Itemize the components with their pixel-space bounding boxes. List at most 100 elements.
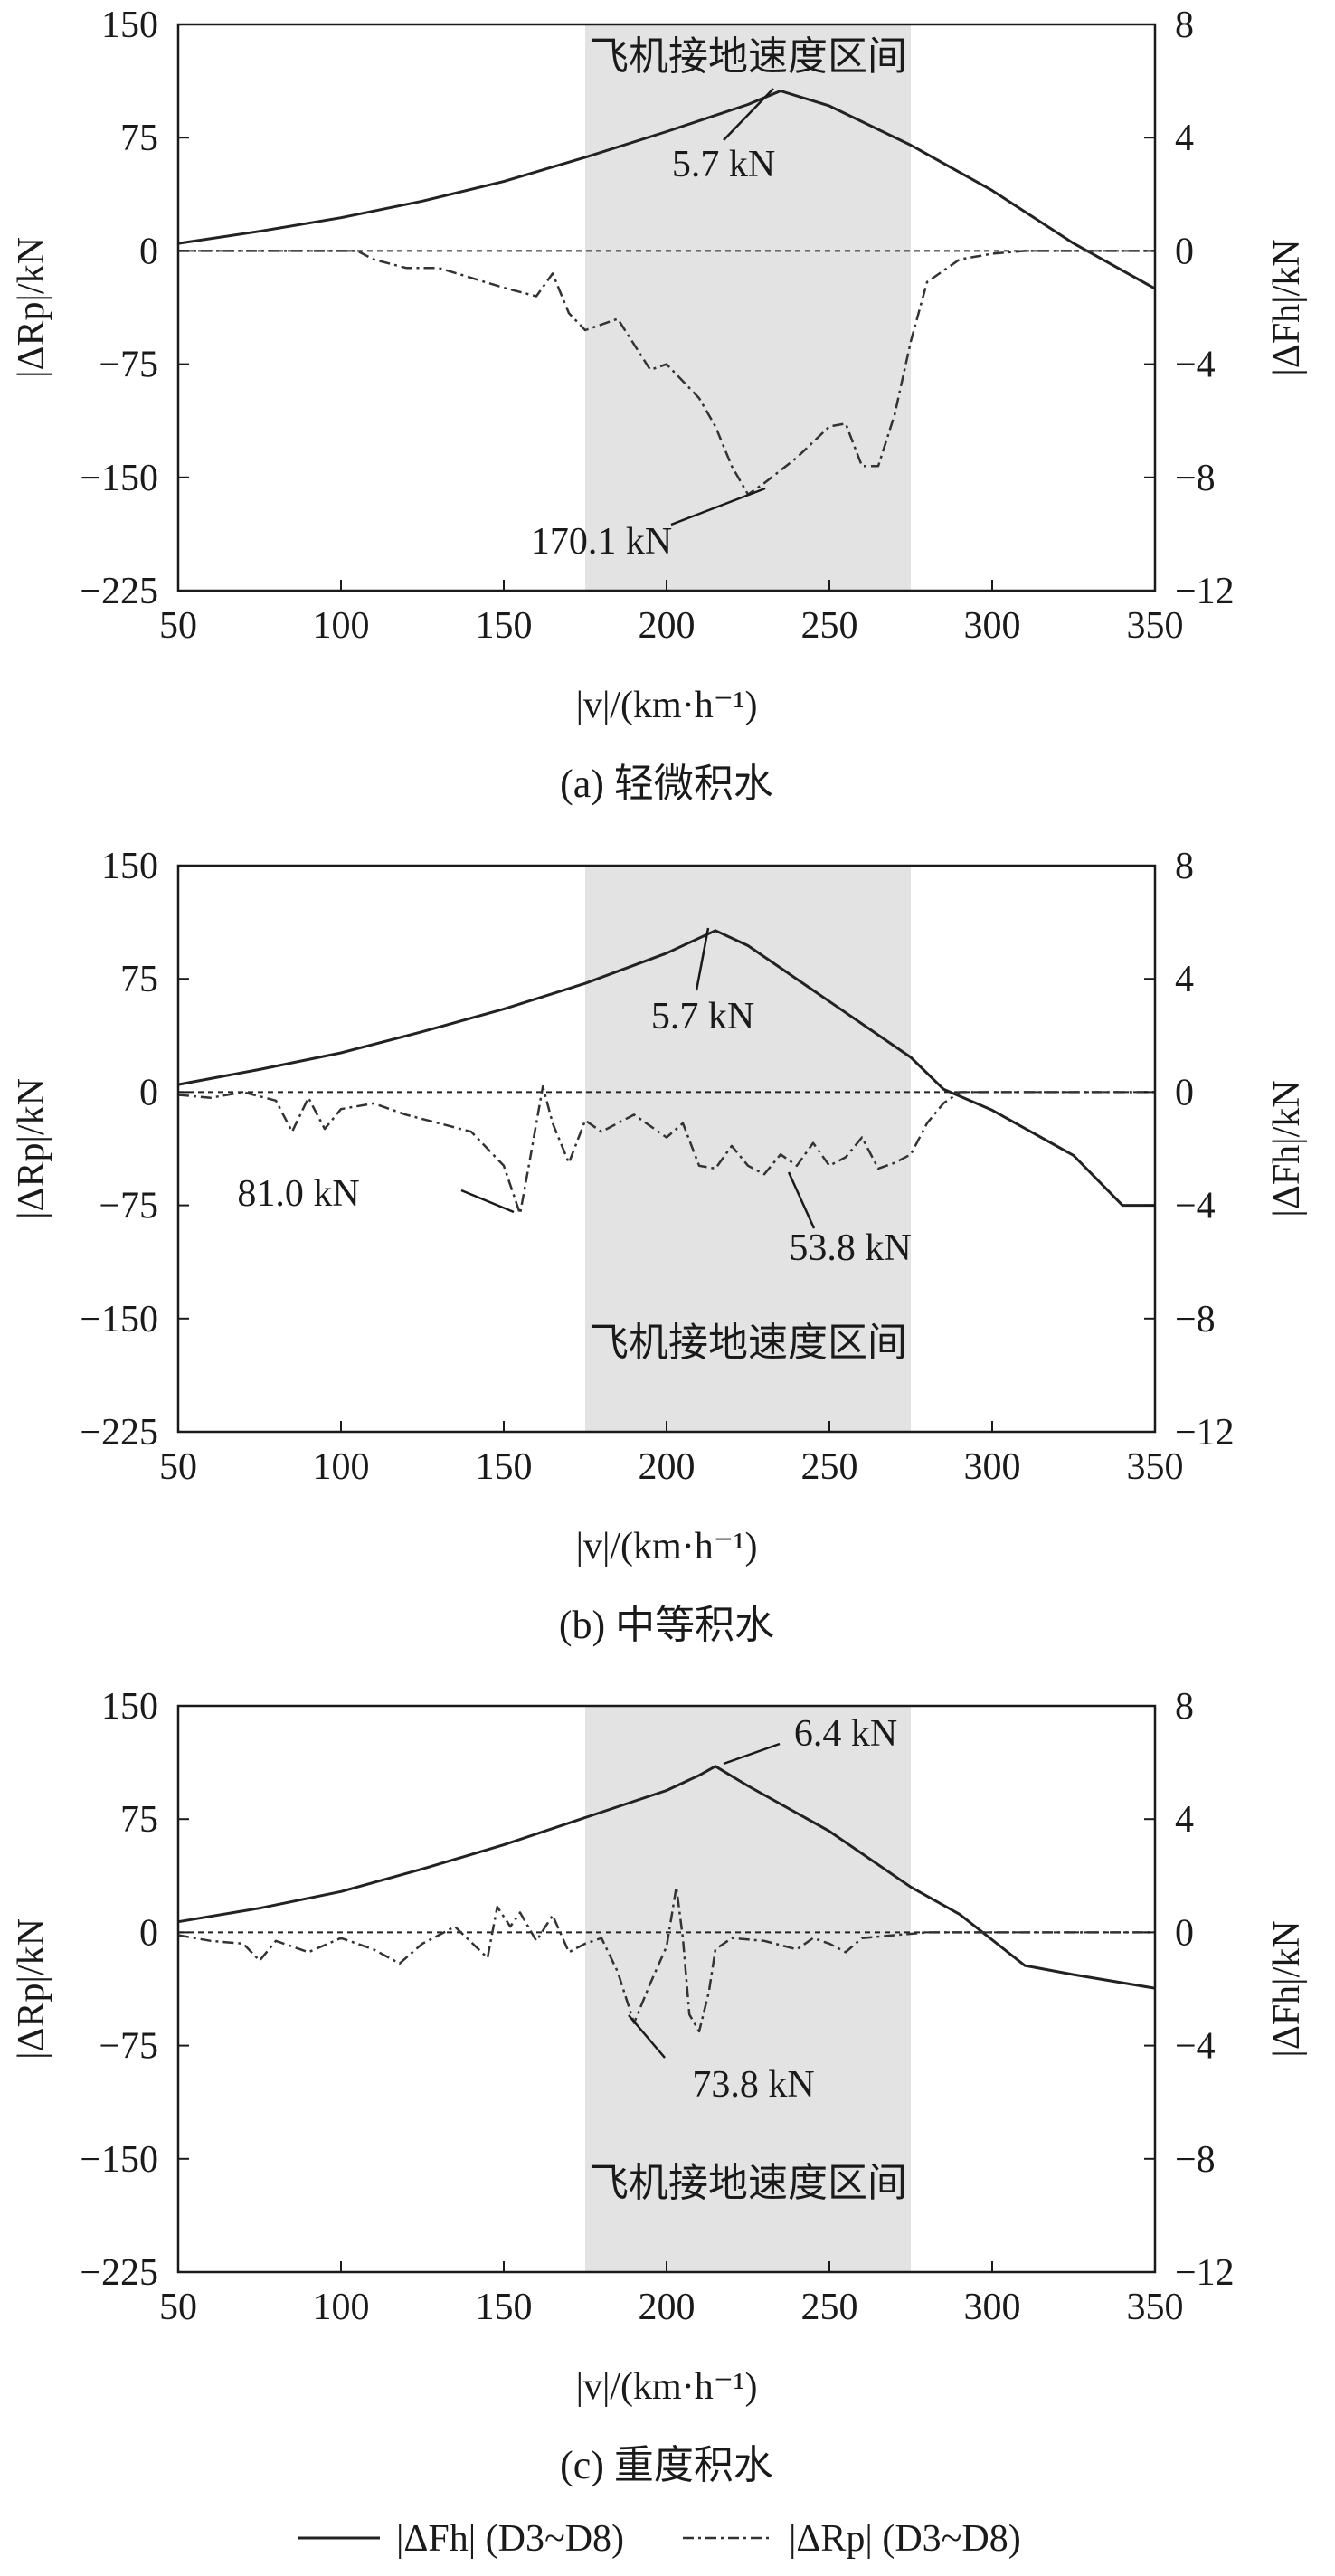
y-right-tick-label: −4 bbox=[1175, 345, 1216, 386]
annotation-leader bbox=[670, 487, 766, 526]
y-right-label: |ΔFh|/kN bbox=[1266, 1920, 1308, 2057]
chart-panel: 50 100 150 200 250 300 350 150 75 0 −75 −150 −225 8 4 0… bbox=[11, 1686, 1308, 2487]
x-tick-label: 200 bbox=[639, 2287, 696, 2328]
y-left-tick-label: 75 bbox=[120, 1799, 158, 1841]
y-right-tick-label: 4 bbox=[1175, 959, 1194, 1000]
panel-caption: (b) 中等积水 bbox=[559, 1603, 774, 1647]
y-left-tick-label: −225 bbox=[80, 2252, 158, 2294]
y-right-tick-label: 4 bbox=[1175, 118, 1194, 159]
x-tick-label: 300 bbox=[964, 1446, 1021, 1488]
x-tick-label: 150 bbox=[476, 1446, 533, 1488]
annotation-leader bbox=[787, 1171, 816, 1229]
y-right-tick-label: −4 bbox=[1175, 2026, 1216, 2068]
panel-caption: (c) 重度积水 bbox=[560, 2443, 773, 2487]
x-axis-label: |v|/(km·h⁻¹) bbox=[576, 1526, 758, 1567]
annotation-label: 170.1 kN bbox=[531, 521, 672, 563]
annotation-label: 73.8 kN bbox=[692, 2064, 814, 2106]
y-right-label: |ΔFh|/kN bbox=[1266, 239, 1308, 375]
y-left-tick-label: −150 bbox=[80, 458, 158, 499]
y-right-tick-label: −4 bbox=[1175, 1186, 1216, 1227]
y-right-tick-label: 4 bbox=[1175, 1799, 1194, 1841]
x-tick-label: 250 bbox=[801, 2287, 858, 2328]
x-tick-label: 200 bbox=[639, 605, 696, 647]
x-axis-label: |v|/(km·h⁻¹) bbox=[576, 2366, 758, 2408]
x-axis-label: |v|/(km·h⁻¹) bbox=[576, 685, 758, 726]
y-right-tick-label: 0 bbox=[1175, 1912, 1194, 1954]
series-fh-line bbox=[177, 1765, 1156, 1990]
x-tick-label: 100 bbox=[313, 605, 370, 647]
annotation-label: 6.4 kN bbox=[794, 1713, 897, 1755]
x-tick-label: 350 bbox=[1127, 605, 1184, 647]
x-tick-label: 50 bbox=[159, 2287, 197, 2328]
x-tick-label: 350 bbox=[1127, 2287, 1184, 2328]
y-right-tick-label: −12 bbox=[1175, 1412, 1235, 1454]
x-tick-label: 50 bbox=[159, 1446, 197, 1488]
chart-panel: 50 100 150 200 250 300 350 150 75 0 −75 −150 −225 8 4 0… bbox=[11, 846, 1308, 1647]
x-tick-label: 250 bbox=[801, 605, 858, 647]
x-tick-label: 250 bbox=[801, 1446, 858, 1488]
chart-panel: 50 100 150 200 250 300 350 150 75 0 −75 −150 −225 8 4 0… bbox=[11, 5, 1308, 806]
y-left-tick-label: 150 bbox=[101, 5, 158, 46]
y-left-tick-label: −75 bbox=[99, 1186, 158, 1227]
series-rp-line bbox=[177, 1886, 1155, 2033]
y-right-tick-label: 0 bbox=[1175, 1072, 1194, 1113]
series-fh-line bbox=[177, 929, 1155, 1208]
y-left-tick-label: 75 bbox=[120, 118, 158, 159]
y-left-tick-label: −75 bbox=[99, 2026, 158, 2068]
series-fh-line bbox=[177, 90, 1156, 290]
annotation-leader bbox=[628, 2014, 666, 2059]
x-tick-label: 300 bbox=[964, 2287, 1021, 2328]
y-left-tick-label: 150 bbox=[101, 1686, 158, 1728]
series-rp-line bbox=[177, 1084, 1155, 1216]
annotation-leader bbox=[723, 88, 774, 141]
panel-caption: (a) 轻微积水 bbox=[560, 762, 773, 806]
x-tick-label: 350 bbox=[1127, 1446, 1184, 1488]
y-left-label: |ΔRp|/kN bbox=[11, 237, 52, 378]
x-tick-label: 300 bbox=[964, 605, 1021, 647]
legend: |ΔFh| (D3~D8) |ΔRp| (D3~D8) bbox=[298, 2518, 1021, 2560]
x-tick-label: 100 bbox=[313, 2287, 370, 2328]
y-left-tick-label: −150 bbox=[80, 2139, 158, 2181]
y-right-tick-label: 0 bbox=[1175, 231, 1194, 272]
legend-label-rp: |ΔRp| (D3~D8) bbox=[789, 2518, 1021, 2560]
y-right-tick-label: 8 bbox=[1175, 5, 1194, 46]
y-left-tick-label: −225 bbox=[80, 1412, 158, 1454]
annotation-leader bbox=[723, 1742, 781, 1766]
y-right-tick-label: −8 bbox=[1175, 458, 1216, 499]
band-label: 飞机接地速度区间 bbox=[589, 34, 907, 79]
annotation-label: 5.7 kN bbox=[651, 996, 754, 1037]
x-tick-label: 150 bbox=[476, 605, 533, 647]
x-tick-label: 100 bbox=[313, 1446, 370, 1488]
legend-label-fh: |ΔFh| (D3~D8) bbox=[396, 2518, 624, 2560]
y-left-tick-label: −75 bbox=[99, 345, 158, 386]
annotation-leader bbox=[695, 927, 710, 991]
y-right-tick-label: 8 bbox=[1175, 846, 1194, 887]
y-left-tick-label: 150 bbox=[101, 846, 158, 887]
y-right-tick-label: −12 bbox=[1175, 2252, 1235, 2294]
x-tick-label: 50 bbox=[159, 605, 197, 647]
y-left-tick-label: −225 bbox=[80, 571, 158, 612]
x-tick-label: 200 bbox=[639, 1446, 696, 1488]
x-tick-label: 150 bbox=[476, 2287, 533, 2328]
y-left-tick-label: 0 bbox=[139, 1912, 158, 1954]
y-right-label: |ΔFh|/kN bbox=[1266, 1080, 1308, 1217]
y-right-tick-label: −8 bbox=[1175, 1299, 1216, 1340]
y-left-label: |ΔRp|/kN bbox=[11, 1918, 52, 2060]
band-label: 飞机接地速度区间 bbox=[589, 1321, 907, 1365]
y-left-tick-label: 75 bbox=[120, 959, 158, 1000]
annotation-label: 81.0 kN bbox=[237, 1173, 359, 1215]
y-left-tick-label: 0 bbox=[139, 1072, 158, 1113]
y-right-tick-label: −12 bbox=[1175, 571, 1235, 612]
band-label: 飞机接地速度区间 bbox=[589, 2161, 907, 2205]
speed-band bbox=[585, 24, 911, 591]
annotation-label: 53.8 kN bbox=[789, 1227, 911, 1269]
annotation-label: 5.7 kN bbox=[672, 144, 775, 185]
annotation-leader bbox=[460, 1189, 515, 1214]
series-rp-line bbox=[178, 250, 1155, 496]
y-left-tick-label: 0 bbox=[139, 231, 158, 272]
speed-band bbox=[585, 866, 911, 1432]
y-right-tick-label: 8 bbox=[1175, 1686, 1194, 1728]
y-left-tick-label: −150 bbox=[80, 1299, 158, 1340]
y-left-label: |ΔRp|/kN bbox=[11, 1078, 52, 1219]
